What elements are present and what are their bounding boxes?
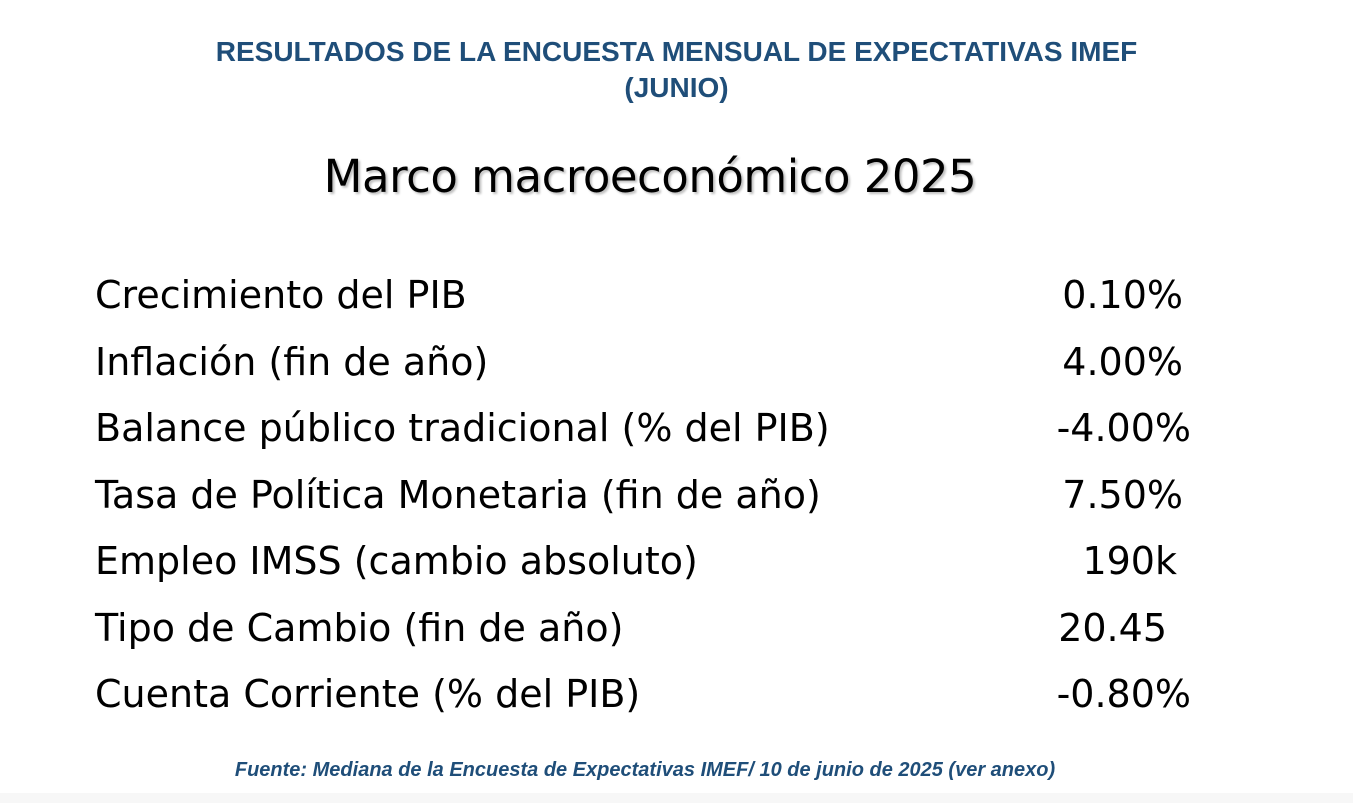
- page-bottom-strip: [0, 793, 1353, 803]
- source-note: Fuente: Mediana de la Encuesta de Expect…: [234, 759, 1056, 781]
- indicator-row-current-account: Cuenta Corriente (% del PIB) -0.80%: [95, 661, 1195, 728]
- indicator-label: Empleo IMSS (cambio absoluto): [95, 539, 698, 583]
- indicator-row-inflation: Inflación (fin de año) 4.00%: [95, 329, 1195, 396]
- indicator-label: Tasa de Política Monetaria (fin de año): [95, 472, 821, 517]
- indicator-value: -0.80%: [1056, 672, 1191, 716]
- indicator-label: Inflación (fin de año): [95, 339, 489, 384]
- report-header-month: (JUNIO): [624, 72, 729, 103]
- indicator-row-imss-employment: Empleo IMSS (cambio absoluto) 190k: [95, 528, 1195, 595]
- indicator-label: Balance público tradicional (% del PIB): [95, 406, 830, 450]
- indicator-row-monetary-policy-rate: Tasa de Política Monetaria (fin de año) …: [95, 462, 1195, 529]
- indicator-label: Crecimiento del PIB: [95, 273, 467, 317]
- indicator-list: Crecimiento del PIB 0.10% Inflación (fin…: [95, 262, 1195, 728]
- indicator-value: 190k: [1082, 539, 1177, 583]
- indicator-row-public-balance: Balance público tradicional (% del PIB) …: [95, 395, 1195, 462]
- indicator-value: 7.50%: [1062, 472, 1183, 517]
- indicator-value: 0.10%: [1062, 273, 1183, 317]
- report-header: RESULTADOS DE LA ENCUESTA MENSUAL DE EXP…: [0, 34, 1353, 106]
- page-title: Marco macroeconómico 2025: [323, 150, 977, 203]
- indicator-label: Cuenta Corriente (% del PIB): [95, 672, 641, 716]
- indicator-value: -4.00%: [1056, 406, 1191, 450]
- indicator-row-exchange-rate: Tipo de Cambio (fin de año) 20.45: [95, 595, 1195, 662]
- indicator-row-gdp-growth: Crecimiento del PIB 0.10%: [95, 262, 1195, 329]
- indicator-value: 20.45: [1058, 605, 1167, 650]
- indicator-value: 4.00%: [1062, 339, 1183, 384]
- report-header-title: RESULTADOS DE LA ENCUESTA MENSUAL DE EXP…: [215, 36, 1138, 67]
- indicator-label: Tipo de Cambio (fin de año): [95, 605, 624, 650]
